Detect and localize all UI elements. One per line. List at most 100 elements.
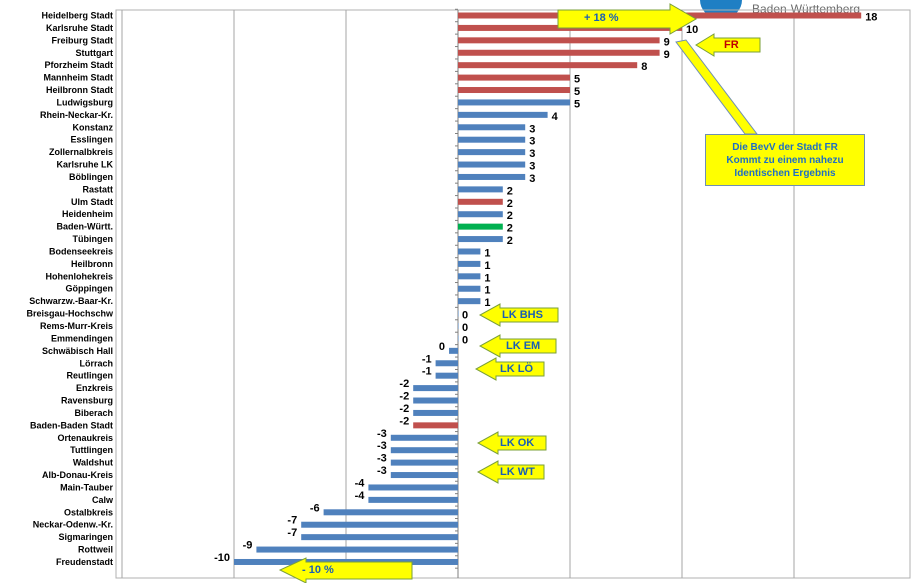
category-label: Karlsruhe Stadt [46,23,113,33]
fr-note-box: Die BevV der Stadt FR Kommt zu einem nah… [705,134,865,186]
bar [458,186,503,193]
value-label: 2 [507,198,513,210]
bar [390,472,458,479]
category-label: Biberach [74,408,113,418]
category-label: Mannheim Stadt [43,73,113,83]
bar [458,111,548,118]
value-label: 3 [529,148,535,160]
category-label: Ravensburg [61,396,113,406]
bar [458,136,526,143]
bar [458,223,503,230]
left-arrow-icon [476,460,545,484]
category-label: Lörrach [79,358,113,368]
value-label: 3 [529,136,535,148]
bar [458,285,481,292]
value-label: 18 [865,12,877,24]
bar [390,434,458,441]
bar [458,211,503,218]
category-label: Ludwigsburg [57,97,114,107]
bar [458,49,660,56]
category-label: Baden-Baden Stadt [30,420,113,430]
bar [458,335,459,342]
category-label: Reutlingen [67,371,114,381]
left-arrow-icon [476,431,547,455]
value-label: -4 [355,477,366,489]
category-label: Rems-Murr-Kreis [40,321,113,331]
note-line: Kommt zu einem nahezu [726,155,844,166]
category-label: Neckar-Odenw.-Kr. [33,520,113,530]
category-label: Schwäbisch Hall [42,346,113,356]
value-label: 0 [462,310,468,322]
bar [449,347,458,354]
value-label: 3 [529,173,535,185]
lk-lo-callout: LK LÖ [474,357,546,381]
lk-lo-label: LK LÖ [500,363,533,375]
bar [413,385,458,392]
category-label: Waldshut [73,458,113,468]
bar [413,397,458,404]
value-label: -2 [399,415,409,427]
bar [458,149,526,156]
lk-wt-label: LK WT [500,466,535,478]
value-label: 9 [664,49,670,61]
bar [301,534,458,541]
value-label: -4 [355,490,366,502]
value-label: 1 [484,285,490,297]
category-label: Heidenheim [62,209,113,219]
category-label: Göppingen [66,284,114,294]
value-label: -7 [287,527,297,539]
value-label: 10 [686,24,698,36]
plus-18-label: + 18 % [584,12,619,24]
bar [413,409,458,416]
bar [323,509,458,516]
category-label: Heilbronn Stadt [46,85,113,95]
bar [435,360,458,367]
bar [458,124,526,131]
lk-ok-callout: LK OK [476,431,548,455]
category-label: Schwarzw.-Baar-Kr. [29,296,113,306]
value-label: 5 [574,86,580,98]
category-label: Heidelberg Stadt [41,11,113,21]
value-label: 5 [574,74,580,86]
category-label: Ulm Stadt [71,197,113,207]
category-label: Breisgau-Hochschw [26,309,114,319]
bar [458,260,481,267]
value-label: 2 [507,235,513,247]
category-label: Ortenaukreis [57,433,113,443]
bar [458,273,481,280]
category-label: Esslingen [70,135,113,145]
category-label: Heilbronn [71,259,113,269]
category-label: Freudenstadt [56,557,113,567]
bar [368,496,458,503]
bar [458,37,660,44]
bar [413,422,458,429]
value-label: -3 [377,428,387,440]
category-label: Böblingen [69,172,113,182]
category-label: Main-Tauber [60,482,113,492]
bar [458,323,459,329]
category-label: Rastatt [82,184,113,194]
plot-area [115,9,911,579]
bar [435,372,458,379]
category-label: Rottweil [78,545,113,555]
note-line: Die BevV der Stadt FR [732,142,838,153]
value-label: 1 [484,297,490,309]
lk-bhs-callout: LK BHS [478,303,560,327]
lk-wt-callout: LK WT [476,460,546,484]
bar [458,298,481,305]
left-arrow-icon [474,357,545,381]
bar [301,521,458,528]
left-arrow-icon [695,33,761,57]
value-label: -2 [399,378,409,390]
value-label: 2 [507,223,513,235]
value-label: -6 [310,502,320,514]
bar [458,248,481,255]
bar [390,459,458,466]
value-label: 2 [507,210,513,222]
right-arrow-icon [557,3,698,35]
category-label: Pforzheim Stadt [44,60,113,70]
value-label: -10 [214,552,230,564]
category-label: Tübingen [73,234,114,244]
value-label: -1 [422,366,432,378]
